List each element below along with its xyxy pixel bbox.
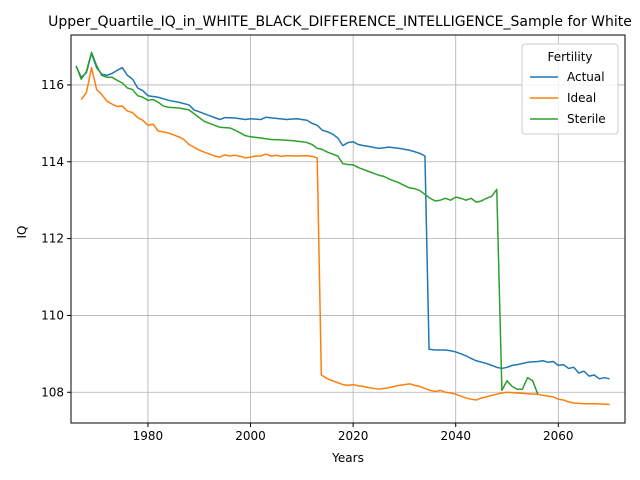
- legend-label-ideal: Ideal: [567, 91, 596, 105]
- legend-title: Fertility: [547, 50, 592, 64]
- legend-label-actual: Actual: [567, 70, 605, 84]
- chart-title: Upper_Quartile_IQ_in_WHITE_BLACK_DIFFERE…: [48, 14, 632, 30]
- x-axis-ticks: 1980 2000 2020 2040 2060: [133, 423, 574, 443]
- legend-label-sterile: Sterile: [567, 112, 606, 126]
- series-line-ideal: [80, 66, 610, 406]
- x-tick-label: 1980: [133, 429, 164, 443]
- y-tick-label: 110: [41, 308, 64, 322]
- x-tick-label: 2060: [543, 429, 574, 443]
- axes-frame: [70, 34, 626, 424]
- x-tick-label: 2000: [235, 429, 266, 443]
- y-tick-label: 116: [41, 78, 64, 92]
- series-layer: [75, 51, 610, 406]
- legend-box: [521, 43, 619, 135]
- series-line-sterile: [75, 51, 539, 395]
- y-tick-label: 108: [41, 385, 64, 399]
- legend: Fertility Actual Ideal Sterile: [521, 43, 619, 135]
- y-tick-label: 112: [41, 232, 64, 246]
- series-line-actual: [75, 52, 610, 380]
- y-axis-ticks: 108 110 112 114 116: [41, 78, 71, 399]
- x-tick-label: 2040: [440, 429, 471, 443]
- y-tick-label: 114: [41, 155, 64, 169]
- x-axis-label: Years: [331, 451, 364, 465]
- x-tick-label: 2020: [338, 429, 369, 443]
- legend-entries: Actual Ideal Sterile: [530, 70, 606, 126]
- y-axis-label: IQ: [15, 226, 29, 239]
